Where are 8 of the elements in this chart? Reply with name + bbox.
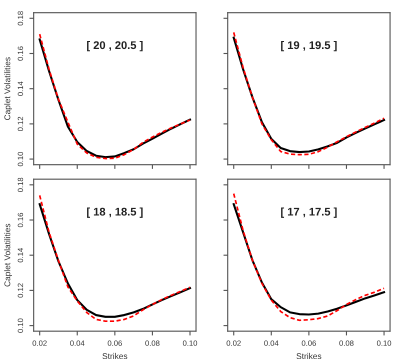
annotation: [ 20 , 20.5 ]	[87, 40, 143, 52]
annotation: [ 19 , 19.5 ]	[281, 40, 337, 52]
annotation: [ 18 , 18.5 ]	[87, 207, 143, 218]
x-axis-title: Strikes	[296, 352, 322, 360]
y-axis-title: Caplet Volatilities	[4, 224, 12, 287]
annotation: [ 17 , 17.5 ]	[281, 207, 337, 218]
y-axis-title: Caplet Volatilities	[4, 57, 12, 120]
x-axis-title: Strikes	[102, 352, 128, 360]
